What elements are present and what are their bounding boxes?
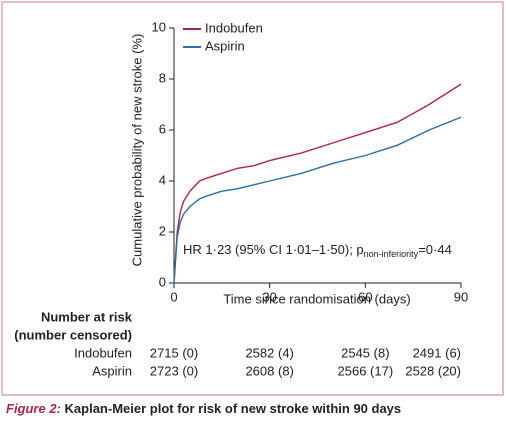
x-axis-label: Time since randomisation (days) xyxy=(223,291,410,306)
risk-cell: 2491 (6) xyxy=(413,345,461,360)
y-tick-label: 0 xyxy=(159,274,166,289)
risk-cell: 2582 (4) xyxy=(245,345,293,360)
risk-cell: 2545 (8) xyxy=(341,345,389,360)
risk-cell: 2608 (8) xyxy=(245,363,293,378)
figure-border xyxy=(1,1,504,396)
y-tick-label: 10 xyxy=(152,19,166,34)
caption-text: Kaplan-Meier plot for risk of new stroke… xyxy=(61,401,401,416)
legend-label: Indobufen xyxy=(205,20,263,35)
risk-cell: 2715 (0) xyxy=(150,345,198,360)
risk-title: Number at risk xyxy=(41,309,133,324)
risk-row-name: Aspirin xyxy=(92,363,132,378)
annotation-main: HR 1·23 (95% CI 1·01–1·50); p xyxy=(183,242,364,257)
series-line xyxy=(173,116,462,284)
y-tick-label: 2 xyxy=(159,223,166,238)
caption-label: Figure 2: xyxy=(6,401,61,416)
risk-row-name: Indobufen xyxy=(74,345,132,360)
x-tick-label: 30 xyxy=(262,289,276,304)
risk-cell: 2723 (0) xyxy=(150,363,198,378)
annotation-tail: =0·44 xyxy=(418,242,452,257)
risk-title: (number censored) xyxy=(14,327,132,342)
risk-cell: 2566 (17) xyxy=(338,363,394,378)
series-line xyxy=(173,83,462,284)
x-tick-label: 60 xyxy=(358,289,372,304)
y-axis-label: Cumulative probability of new stroke (%) xyxy=(129,34,144,267)
risk-cell: 2528 (20) xyxy=(405,363,461,378)
x-tick-label: 0 xyxy=(170,289,177,304)
y-tick-label: 4 xyxy=(159,172,166,187)
legend-label: Aspirin xyxy=(205,38,245,53)
x-tick-label: 90 xyxy=(454,289,468,304)
annotation: HR 1·23 (95% CI 1·01–1·50); pnon-inferio… xyxy=(183,242,452,259)
caption: Figure 2: Kaplan-Meier plot for risk of … xyxy=(6,401,401,416)
annotation-sub: non-inferiority xyxy=(364,249,419,259)
y-tick-label: 6 xyxy=(159,121,166,136)
y-tick-label: 8 xyxy=(159,70,166,85)
